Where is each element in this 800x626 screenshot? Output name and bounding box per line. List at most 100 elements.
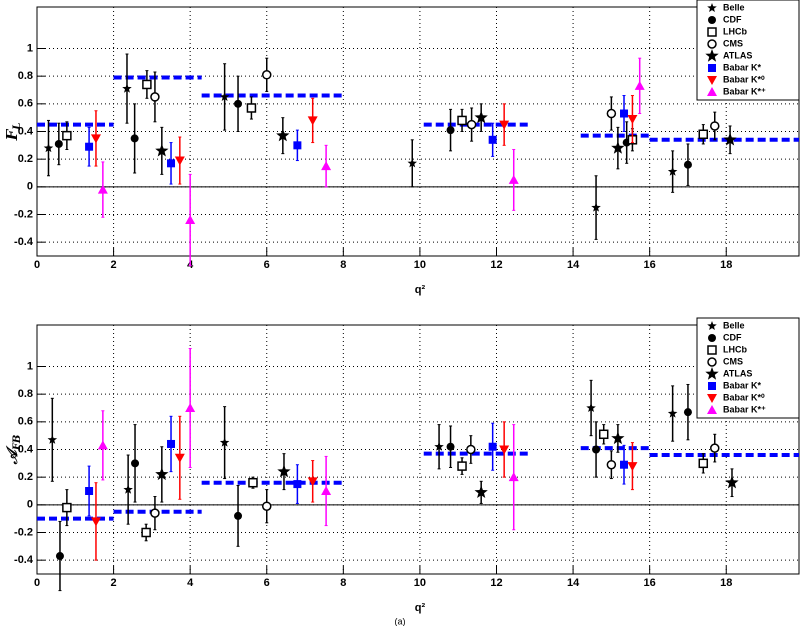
x-tick-label: 8 [340, 577, 346, 589]
plot-frame [36, 6, 800, 257]
y-tick-label: 0.8 [18, 388, 33, 400]
y-axis-label: FL [3, 123, 23, 142]
x-tick-label: 8 [340, 259, 346, 271]
marker [620, 460, 629, 469]
legend-marker [708, 16, 716, 24]
legend-marker [708, 334, 716, 342]
marker [130, 134, 139, 143]
legend-marker [707, 345, 717, 355]
marker [698, 129, 709, 140]
y-axis-label-main: F [3, 128, 21, 141]
marker [499, 120, 510, 130]
x-tick-label: 2 [111, 259, 117, 271]
legend-label: Babar K*⁺ [723, 404, 766, 414]
marker [667, 166, 678, 176]
marker [90, 517, 101, 527]
marker [174, 453, 185, 463]
marker [174, 156, 185, 166]
marker [167, 439, 176, 448]
y-tick-label: 0 [27, 181, 33, 193]
marker [407, 158, 417, 168]
marker [683, 160, 692, 169]
legend-label: Belle [723, 320, 745, 330]
marker [167, 159, 176, 168]
legend-marker [707, 27, 717, 37]
y-tick-label: -0.4 [14, 554, 34, 566]
y-tick-label: 1 [27, 42, 33, 54]
marker [592, 445, 601, 454]
marker [141, 527, 151, 538]
marker [698, 458, 709, 469]
x-tick-label: 14 [567, 259, 580, 271]
legend-marker [707, 394, 717, 403]
marker [85, 487, 94, 495]
legend-label: Babar K* [723, 62, 762, 72]
marker [219, 437, 230, 447]
legend-marker [707, 76, 717, 85]
legend-label: ATLAS [723, 368, 752, 378]
marker [55, 552, 64, 561]
x-tick-label: 16 [644, 577, 656, 589]
legend-marker [707, 87, 717, 96]
x-tick-label: 10 [414, 259, 426, 271]
legend-label: LHCb [723, 344, 747, 354]
marker [261, 501, 272, 511]
x-tick-label: 0 [34, 577, 40, 589]
x-tick-label: 12 [490, 577, 502, 589]
marker [155, 143, 169, 157]
legend-label: Babar K*⁺ [723, 86, 766, 96]
marker [219, 91, 230, 101]
x-tick-label: 0 [34, 259, 40, 271]
marker [307, 116, 318, 126]
legend-marker [708, 382, 716, 390]
x-tick-label: 16 [644, 259, 656, 271]
legend-label: CDF [723, 14, 742, 24]
marker [150, 92, 160, 102]
marker [85, 142, 94, 151]
marker [261, 70, 272, 80]
y-tick-label: 0.6 [18, 416, 33, 428]
marker [446, 126, 455, 135]
x-tick-label: 12 [490, 259, 502, 271]
marker [457, 461, 467, 471]
marker [97, 440, 108, 450]
marker [185, 403, 196, 412]
marker [150, 508, 160, 518]
marker [122, 83, 132, 93]
y-tick-label: 0.2 [18, 153, 33, 165]
y-tick-label: 0.4 [18, 125, 34, 137]
marker [627, 462, 638, 472]
marker [277, 464, 291, 478]
marker [499, 445, 510, 455]
marker [446, 442, 455, 451]
marker [723, 132, 737, 146]
marker [598, 429, 609, 440]
plot-frame [36, 324, 800, 575]
marker [725, 475, 739, 489]
y-tick-label: 0.4 [18, 443, 34, 455]
marker [710, 121, 720, 131]
legend-label: CMS [723, 38, 743, 48]
x-tick-label: 10 [414, 577, 426, 589]
marker [508, 174, 519, 184]
marker [457, 115, 467, 126]
y-tick-label: -0.2 [14, 208, 33, 220]
legend-marker [707, 405, 717, 414]
marker [97, 184, 108, 194]
marker [62, 130, 72, 141]
marker [611, 141, 625, 154]
y-tick-label: 0 [27, 499, 33, 511]
marker [586, 403, 596, 412]
y-tick-label: 0.2 [18, 471, 33, 483]
marker [466, 119, 477, 130]
legend-label: CDF [723, 332, 742, 342]
x-axis-label: q² [415, 284, 426, 296]
marker [474, 110, 488, 124]
legend-marker [707, 321, 717, 330]
legend-label: Babar K* [723, 380, 762, 390]
marker [321, 161, 332, 171]
marker [54, 139, 63, 148]
legend-marker [708, 64, 716, 72]
marker [634, 80, 645, 90]
marker [606, 459, 617, 470]
